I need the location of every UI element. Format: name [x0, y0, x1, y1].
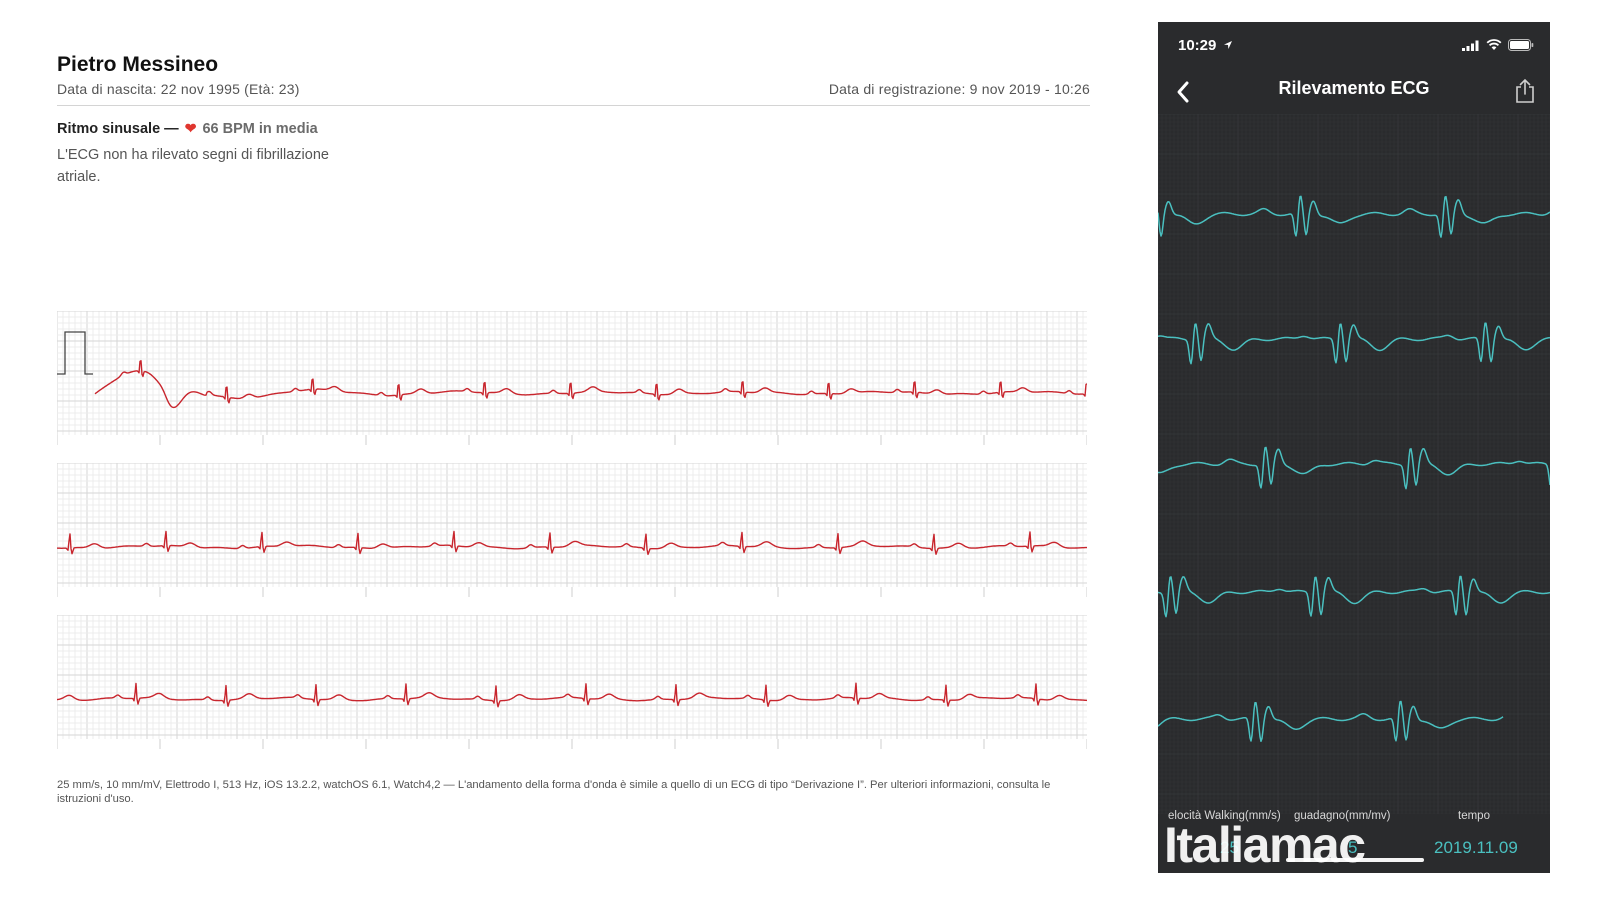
speed-value: 25 — [1220, 838, 1239, 857]
home-indicator — [1286, 858, 1424, 862]
screen-title: Rilevamento ECG — [1278, 78, 1430, 98]
cellular-signal-icon — [1462, 40, 1479, 51]
phone-ecg-trace — [1158, 575, 1550, 618]
ecg-strip-2 — [57, 463, 1087, 599]
recording-footnote: 25 mm/s, 10 mm/mV, Elettrodo I, 513 Hz, … — [57, 779, 1051, 805]
patient-name: Pietro Messineo — [57, 53, 219, 76]
ecg-grid — [57, 615, 1087, 749]
ecg-trace — [57, 530, 1087, 556]
battery-icon — [1508, 39, 1534, 51]
ecg-strip-2-graph — [57, 463, 1087, 597]
phone-footer: elocità Walking(mm/s) guadagno(mm/mv) te… — [1158, 798, 1550, 873]
phone-screen: 10:29 Rilevamento ECG elocità Walking(mm… — [1158, 22, 1550, 873]
ecg-strip-1-graph — [57, 311, 1087, 445]
calibration-pulse — [57, 331, 93, 375]
wifi-icon — [1486, 39, 1502, 50]
heart-icon: ❤ — [184, 120, 197, 136]
speed-label: elocità Walking(mm/s) — [1168, 810, 1281, 822]
date-of-birth: Data di nascita: 22 nov 1995 (Età: 23) — [57, 81, 300, 97]
ecg-trace — [57, 682, 1087, 708]
result-description: L'ECG non ha rilevato segni di fibrillaz… — [57, 147, 329, 185]
status-icons — [1462, 39, 1534, 51]
registration-date: Data di registrazione: 9 nov 2019 - 10:2… — [828, 81, 1090, 97]
average-bpm: 66 BPM in media — [202, 121, 318, 137]
phone-ecg-trace — [1158, 322, 1550, 365]
ecg-strip-3 — [57, 615, 1087, 751]
ecg-grid — [57, 311, 1087, 445]
time-label: tempo — [1458, 810, 1490, 822]
ecg-strip-3-graph — [57, 615, 1087, 749]
phone-ecg-graph — [1158, 114, 1550, 814]
phone-ecg-grid — [1158, 114, 1550, 814]
ecg-report: Pietro Messineo Data di nascita: 22 nov … — [57, 53, 1090, 805]
rhythm-result: Ritmo sinusale — ❤ 66 BPM in media — [57, 120, 318, 137]
ecg-strip-1 — [57, 311, 1087, 447]
ecg-grid — [57, 463, 1087, 597]
rhythm-label: Ritmo sinusale — — [57, 121, 179, 137]
header-divider — [57, 105, 1090, 106]
share-icon[interactable] — [1514, 78, 1536, 104]
phone-ecg-trace — [1158, 195, 1550, 238]
watermark-logo: Italiamac — [1164, 817, 1366, 873]
status-time: 10:29 — [1178, 37, 1233, 54]
phone-ecg-trace — [1158, 700, 1504, 743]
gain-value: 5 — [1348, 838, 1358, 857]
ecg-trace — [94, 360, 1087, 409]
location-arrow-icon — [1223, 41, 1232, 49]
date-value: 2019.11.09 — [1434, 838, 1518, 857]
phone-ecg-trace — [1158, 446, 1550, 490]
chevron-left-icon[interactable] — [1172, 78, 1196, 106]
gain-label: guadagno(mm/mv) — [1294, 810, 1391, 822]
